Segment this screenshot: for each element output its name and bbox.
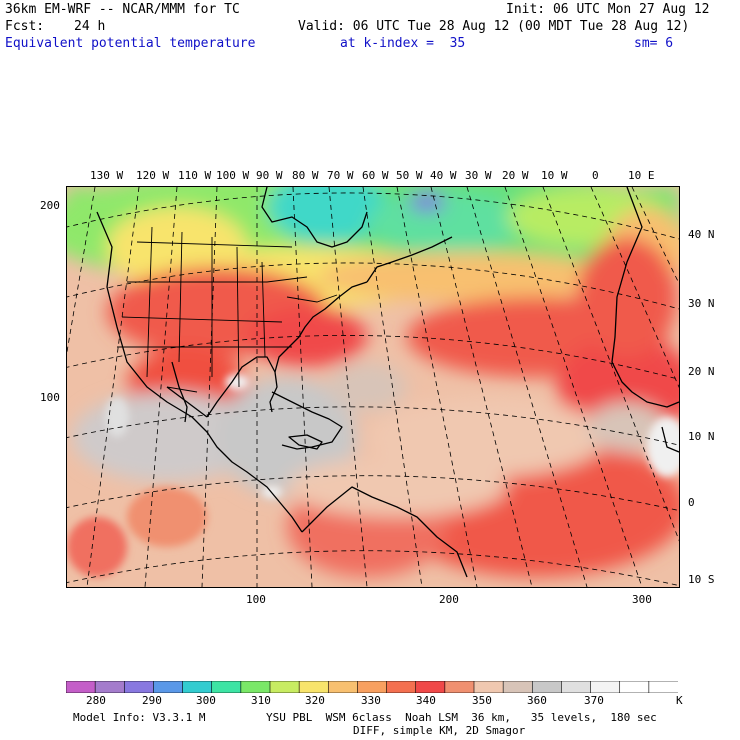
smoothing-label: sm= 6 (634, 36, 674, 51)
colorbar-swatch (386, 681, 417, 693)
colorbar-swatch (531, 681, 563, 693)
lon-label: 110 W (178, 169, 212, 182)
physics-info: YSU PBL WSM 6class Noah LSM 36 km, 35 le… (266, 711, 657, 724)
lat-label: 10 S (688, 573, 715, 586)
model-info: Model Info: V3.3.1 M (73, 711, 206, 724)
grid-x-tick: 100 (246, 593, 266, 606)
colorbar-label: 280 (86, 694, 106, 707)
coastlines (96, 187, 679, 578)
theta-e-map (66, 186, 680, 588)
colorbar-swatch (153, 681, 184, 693)
colorbar-swatch (182, 681, 213, 693)
diffusion-info: DIFF, simple KM, 2D Smagor (353, 724, 526, 737)
valid-time: Valid: 06 UTC Tue 28 Aug 12 (00 MDT Tue … (298, 19, 690, 34)
colorbar-swatch (94, 681, 125, 693)
colorbar-swatch (269, 681, 300, 693)
colorbar-label: 290 (142, 694, 162, 707)
lat-label: 10 N (688, 430, 715, 443)
field-detail (67, 374, 679, 577)
lon-label: 70 W (327, 169, 354, 182)
colorbar-swatch (415, 681, 446, 693)
colorbar-swatch (502, 681, 533, 693)
lon-label: 90 W (256, 169, 283, 182)
colorbar-swatch (444, 681, 475, 693)
colorbar-label: 300 (196, 694, 216, 707)
colorbar-unit: K (676, 694, 683, 707)
field-name: Equivalent potential temperature (5, 36, 256, 51)
forecast-label: Fcst: (5, 19, 45, 34)
grid-x-tick: 300 (632, 593, 652, 606)
grid-y-tick: 200 (40, 199, 60, 212)
lon-label: 100 W (216, 169, 250, 182)
lon-label: 60 W (362, 169, 389, 182)
colorbar-label: 360 (527, 694, 547, 707)
lat-label: 40 N (688, 228, 715, 241)
colorbar-swatch (473, 681, 504, 693)
forecast-hour: 24 h (74, 19, 106, 34)
lon-label: 130 W (90, 169, 124, 182)
init-time: Init: 06 UTC Mon 27 Aug 12 (506, 2, 710, 17)
map-canvas (67, 187, 679, 587)
graticule (67, 187, 679, 587)
lon-label: 120 W (136, 169, 170, 182)
colorbar-swatch (327, 681, 359, 693)
colorbar-swatch (561, 681, 592, 693)
lon-label: 50 W (396, 169, 423, 182)
colorbar-swatch (619, 681, 650, 693)
lat-label: 30 N (688, 297, 715, 310)
colorbar-label: 320 (305, 694, 325, 707)
colorbar-swatch (590, 681, 621, 693)
colorbar-swatch (298, 681, 329, 693)
colorbar-swatch (648, 681, 678, 693)
colorbar-swatch (357, 681, 388, 693)
colorbar-swatch (211, 681, 242, 693)
political-boundaries (117, 226, 338, 393)
lon-label: 0 (592, 169, 599, 182)
lon-label: 40 W (430, 169, 457, 182)
grid-y-tick: 100 (40, 391, 60, 404)
colorbar-swatch (123, 681, 155, 693)
lon-label: 10 W (541, 169, 568, 182)
colorbar-label: 310 (251, 694, 271, 707)
lon-label: 80 W (292, 169, 319, 182)
lon-label: 20 W (502, 169, 529, 182)
colorbar-label: 340 (416, 694, 436, 707)
lat-label: 0 (688, 496, 695, 509)
colorbar-swatch (240, 681, 271, 693)
model-title: 36km EM-WRF -- NCAR/MMM for TC (5, 2, 240, 17)
colorbar-label: 330 (361, 694, 381, 707)
grid-x-tick: 200 (439, 593, 459, 606)
lon-label: 30 W (465, 169, 492, 182)
k-index-label: at k-index = 35 (340, 36, 466, 51)
colorbar-label: 350 (472, 694, 492, 707)
colorbar-label: 370 (584, 694, 604, 707)
lat-label: 20 N (688, 365, 715, 378)
colorbar-swatch (66, 681, 96, 693)
colorbar (66, 681, 678, 693)
lon-label: 10 E (628, 169, 655, 182)
